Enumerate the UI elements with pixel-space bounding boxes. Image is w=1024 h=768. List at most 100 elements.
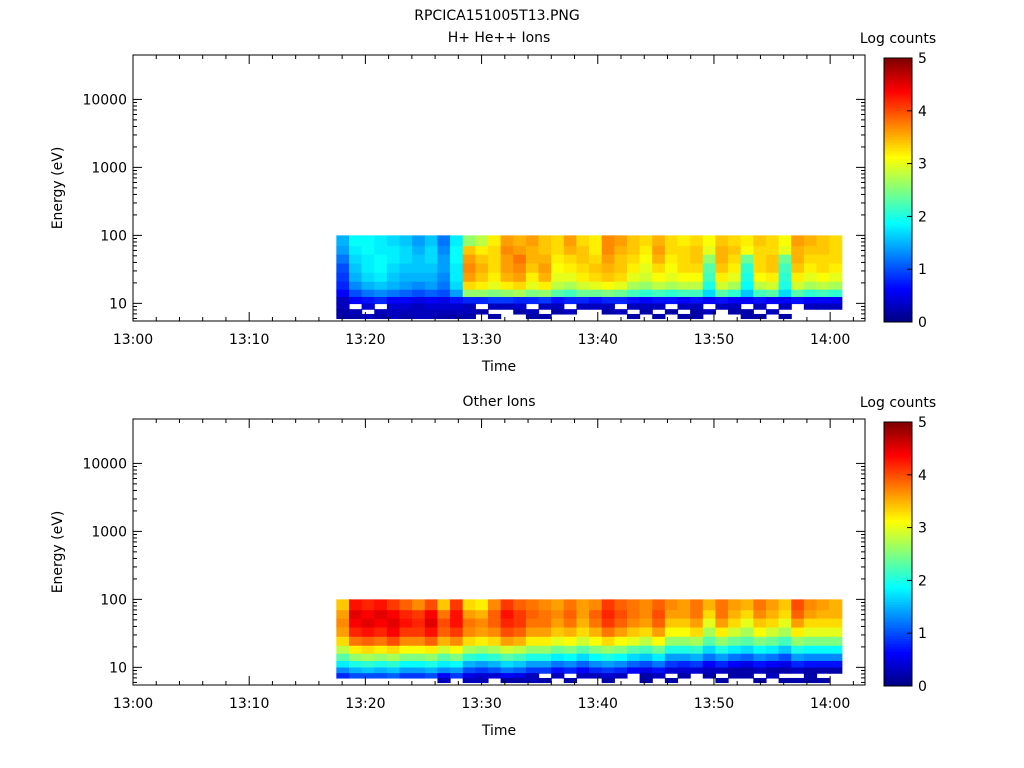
spectrogram-cell: [765, 263, 780, 274]
colorbar-step: [884, 659, 912, 663]
colorbar-step: [884, 443, 912, 447]
spectrogram-cell: [702, 610, 717, 620]
spectrogram-cell: [702, 235, 717, 247]
spectrogram-cell: [639, 618, 653, 629]
y-tick-label: 100: [100, 592, 127, 608]
spectrogram-cell: [690, 303, 704, 310]
spectrogram-cell: [601, 235, 615, 247]
spectrogram-cell: [728, 673, 742, 679]
spectrogram-cell: [740, 313, 754, 320]
colorbar-step: [884, 445, 912, 449]
colorbar-step: [884, 670, 912, 674]
spectrogram-cell: [513, 677, 527, 684]
spectrogram-cell: [677, 289, 691, 298]
colorbar-step: [884, 229, 912, 233]
spectrogram-cell: [778, 610, 792, 620]
colorbar: 0 1 2 3 4 5 Log counts: [860, 31, 936, 331]
colorbar-step: [884, 609, 912, 613]
spectrogram-cell: [386, 627, 401, 638]
spectrogram-cell: [765, 599, 780, 611]
spectrogram-cell: [816, 272, 830, 283]
spectrogram-cell: [475, 235, 489, 247]
spectrogram-cell: [753, 246, 767, 256]
panel-h-he-ions: H+ He++ Ions 13:00 13:10 13:20 13:30 13:40 13:…: [50, 30, 936, 375]
spectrogram-cell: [513, 281, 527, 291]
spectrogram-cell: [361, 246, 375, 256]
spectrogram-cell: [563, 235, 578, 247]
spectrogram-cell: [374, 313, 388, 320]
spectrogram-cell: [424, 309, 439, 315]
spectrogram-cell: [601, 296, 615, 305]
spectrogram-cell: [500, 636, 514, 647]
spectrogram-cell: [487, 303, 502, 310]
spectrogram-cell: [778, 636, 792, 647]
spectrogram-cell: [412, 627, 426, 638]
spectrogram-cell: [475, 645, 489, 655]
spectrogram-cell: [677, 254, 691, 265]
spectrogram-cell: [361, 303, 375, 310]
spectrogram-cell: [677, 263, 691, 274]
spectrogram-cell: [816, 263, 830, 274]
spectrogram-cell: [740, 660, 754, 669]
spectrogram-cell: [462, 653, 476, 662]
spectrogram-cell: [715, 296, 729, 305]
colorbar-step: [884, 675, 912, 679]
colorbar-step: [884, 522, 912, 526]
spectrogram-cell: [753, 660, 767, 669]
spectrogram-cell: [437, 289, 451, 298]
spectrogram-cell: [702, 636, 717, 647]
y-tick-label: 10: [109, 660, 127, 676]
spectrogram-cell: [374, 272, 388, 283]
colorbar-step: [884, 87, 912, 91]
spectrogram-cell: [664, 610, 679, 620]
spectrogram-cell: [336, 599, 350, 611]
spectrogram-cell: [513, 289, 527, 298]
spectrogram-cell: [778, 653, 792, 662]
x-tick-label: 13:20: [345, 696, 385, 712]
colorbar-frame: [883, 57, 913, 323]
spectrogram-cell: [829, 660, 843, 669]
spectrogram-cell: [690, 296, 704, 305]
spectrogram-cell: [791, 599, 805, 611]
colorbar-step: [884, 495, 912, 500]
spectrogram-cell: [589, 599, 603, 611]
spectrogram-cell: [765, 610, 780, 620]
spectrogram-cell: [412, 660, 426, 669]
spectrogram-cell: [652, 673, 666, 679]
spectrogram-cell: [803, 667, 818, 674]
spectrogram-cell: [829, 645, 843, 655]
spectrogram-cell: [690, 281, 704, 291]
spectrogram-cell: [803, 281, 818, 291]
spectrogram-cell: [450, 645, 464, 655]
spectrogram-cell: [639, 636, 653, 647]
colorbar-step: [884, 89, 912, 93]
spectrogram-cell: [614, 296, 628, 305]
spectrogram-cell: [462, 660, 476, 669]
colorbar-tick-label: 4: [918, 468, 927, 484]
spectrogram-cell: [702, 254, 717, 265]
spectrogram-cell: [336, 235, 350, 247]
colorbar-tick-label: 3: [918, 157, 927, 173]
spectrogram-cell: [399, 281, 413, 291]
x-axis-label: Time: [481, 359, 516, 375]
spectrogram-cell: [475, 263, 489, 274]
spectrogram-cell: [601, 653, 615, 662]
colorbar-step: [884, 535, 912, 539]
spectrogram-cell: [639, 296, 653, 305]
spectrogram-cell: [664, 636, 679, 647]
spectrogram-cell: [386, 660, 401, 669]
spectrogram-cell: [765, 618, 780, 629]
spectrogram-cell: [816, 246, 830, 256]
spectrogram-cell: [500, 627, 514, 638]
spectrogram-cell: [816, 618, 830, 629]
spectrogram-cell: [412, 309, 426, 315]
spectrogram-cell: [639, 653, 653, 662]
colorbar-step: [884, 506, 912, 510]
spectrogram-cell: [450, 313, 464, 320]
spectrogram-cell: [664, 235, 679, 247]
spectrogram-cell: [538, 272, 552, 283]
spectrogram-cell: [500, 289, 514, 298]
colorbar-step: [884, 303, 912, 307]
spectrogram-cell: [803, 627, 818, 638]
spectrogram-cell: [462, 627, 476, 638]
